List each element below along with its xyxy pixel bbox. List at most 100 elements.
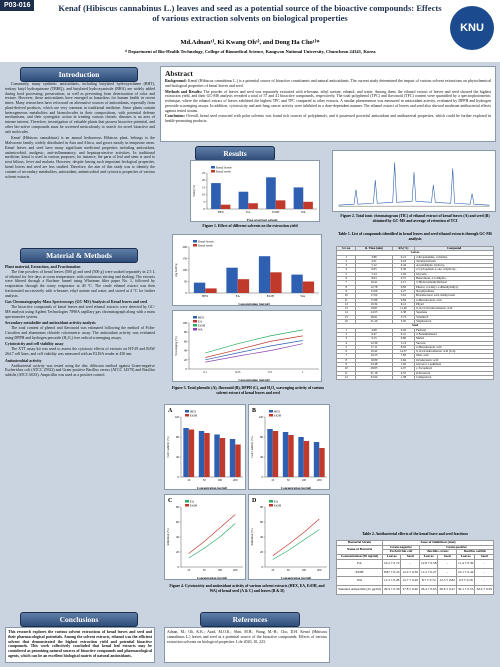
bar (291, 274, 303, 293)
x-tick-label: 0.1 (203, 370, 207, 374)
x-axis-label: Concentration (μg/ml) (281, 576, 311, 580)
legend-swatch (193, 244, 197, 247)
legend-swatch (193, 316, 197, 319)
figure-4-chart: A 0 40 80 120 Cell viability (%) Concentration… (164, 404, 246, 490)
group-row: Seed (336, 323, 494, 329)
legend-label: Kenaf leaves (198, 239, 214, 243)
y-tick-label: 100 (183, 268, 188, 272)
paragraph: Antibacterial activity was tested using … (5, 363, 155, 378)
y-tick-label: 200 (183, 245, 188, 249)
section-heading: Conclusions (20, 612, 138, 627)
cell: 16 (335, 319, 357, 325)
row: WA 11.3 ± 0.28 12.7 ± 0.26 8.7 ± 0.74 12.5 ±… (336, 576, 494, 587)
x-tick-label: WA (301, 210, 306, 214)
row: 12 32.04 1.38 Campesterol (335, 374, 494, 381)
legend-label: EtOH (274, 503, 282, 507)
y-axis-label: Scavenging (%) (174, 336, 178, 355)
y-tick-label: 40 (184, 349, 188, 353)
cell: - (437, 567, 457, 578)
subsection-title: Plant material, Extraction, and Fraction… (5, 265, 81, 269)
panel-label: B (252, 408, 256, 414)
cell: 12.4 ± 0.36 (400, 567, 420, 578)
legend-swatch (269, 414, 273, 417)
cell: 9.3 ± 0.29 (455, 576, 476, 587)
figure-caption: Figure 1. Effect of different solvents o… (202, 224, 298, 228)
legend-swatch (185, 414, 189, 417)
section-heading: Results (195, 146, 275, 161)
y-tick-label: 40 (176, 535, 180, 539)
legend-swatch (193, 320, 197, 323)
legend-label: Kenaf seeds (198, 243, 213, 247)
y-tick-label: 15 (202, 185, 206, 189)
table-caption: Table 1. List of compounds identified in… (337, 232, 493, 241)
legend-swatch (185, 504, 189, 507)
cell: 10.1 ± 0.44 (455, 567, 476, 578)
bar (266, 177, 276, 209)
y-tick-label: 40 (260, 535, 264, 539)
title: Kenaf (Hibiscus cannabinus L.) leaves an… (58, 3, 442, 23)
cell: 2-Cyclopenten-1-one, 2-hydroxy- (414, 267, 494, 273)
x-tick-label: EA (236, 294, 241, 298)
y-tick-label: 80 (176, 435, 180, 439)
figure-caption: Figure 3. Total phenolic (A), flavonoid … (172, 386, 324, 395)
x-axis-label: Concentration (mg/ml) (238, 302, 269, 306)
bar (248, 203, 258, 209)
header: Kenaf (Hibiscus cannabinus L.) leaves an… (0, 0, 500, 62)
legend-label: HEX (198, 315, 205, 319)
legend-swatch (269, 410, 273, 413)
figure-1-chart: 0 5 10 15 20 25 Yield (%) Type of extract solve… (190, 160, 320, 222)
row: 16 31.20 3.05 Stigmasterol (335, 319, 494, 325)
cell: EA (336, 558, 383, 569)
table-2: Bacterial Strain Zone of Inhibition (mm) N… (336, 540, 495, 595)
panel-label: D (252, 498, 257, 504)
bar (282, 432, 289, 477)
y-axis-label: Cell viability (%) (166, 437, 170, 458)
cell: 10.2 ± 0.72 (381, 558, 402, 569)
y-tick-label: 0 (178, 565, 180, 569)
legend-swatch (211, 166, 215, 169)
x-tick-label: 10 (187, 568, 191, 572)
legend-label: EA (274, 499, 279, 503)
y-tick-label: 10 (202, 193, 206, 197)
bar (205, 288, 217, 293)
y-tick-label: 20 (184, 358, 188, 362)
x-tick-label: 200 (233, 478, 238, 482)
introduction: Commonly, many synthetic antioxidants, i… (5, 82, 155, 242)
chromatogram (332, 150, 496, 212)
x-tick-label: 0.5 (268, 370, 272, 374)
cell: 8.7 ± 0.74 (418, 576, 439, 587)
legend-swatch (193, 240, 197, 243)
bar (302, 281, 315, 293)
x-tick-label: 200 (233, 568, 238, 572)
cell: 11.2 ± 0.27 (418, 567, 439, 578)
cell: - (437, 558, 457, 569)
y-tick-label: 5 (204, 200, 206, 204)
y-tick-label: 20 (176, 550, 180, 554)
group-label: Seed (336, 323, 494, 329)
row: EtOH 8.87 ± 0.45 12.4 ± 0.36 11.2 ± 0.27-10… (336, 567, 494, 578)
bar (193, 282, 206, 293)
cell: 8.87 ± 0.45 (381, 567, 402, 578)
group-row: Leaves (336, 250, 494, 256)
legend-label: EtOH (274, 413, 282, 417)
legend-label: Kenaf seeds (216, 169, 231, 173)
cell: - (474, 567, 494, 578)
x-axis-label: Type of extract solvent (247, 218, 279, 222)
bar (229, 439, 236, 477)
cell: 12.8 ± 0.58 (418, 558, 439, 569)
x-tick-label: 200 (317, 568, 322, 572)
bar (204, 433, 210, 477)
legend-label: Kenaf leaves (216, 165, 232, 169)
cell: 12.5 ± 0.82 (437, 576, 457, 587)
figure-4-chart: C 0 20 40 60 80 Inhibition (%) Concentration (μ… (164, 494, 246, 580)
cell: 28.4 ± 0.59 (474, 585, 494, 595)
y-axis-label: Yield (%) (192, 185, 196, 197)
bar (258, 256, 271, 293)
y-tick-label: 150 (183, 257, 188, 261)
legend-label: WA (198, 327, 203, 331)
y-tick-label: 40 (260, 455, 264, 459)
bar (238, 191, 249, 209)
bar (270, 272, 282, 293)
legend-swatch (211, 170, 215, 173)
